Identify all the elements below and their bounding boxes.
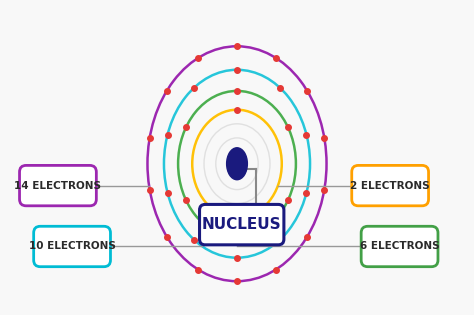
Text: 10 ELECTRONS: 10 ELECTRONS	[28, 242, 116, 251]
FancyBboxPatch shape	[200, 204, 284, 245]
Text: 14 ELECTRONS: 14 ELECTRONS	[14, 180, 101, 191]
Text: 2 ELECTRONS: 2 ELECTRONS	[350, 180, 430, 191]
Text: 6 ELECTRONS: 6 ELECTRONS	[360, 242, 439, 251]
FancyBboxPatch shape	[34, 226, 110, 267]
FancyBboxPatch shape	[352, 165, 428, 206]
FancyBboxPatch shape	[19, 165, 96, 206]
Text: NUCLEUS: NUCLEUS	[202, 217, 282, 232]
Ellipse shape	[227, 148, 247, 180]
FancyBboxPatch shape	[361, 226, 438, 267]
